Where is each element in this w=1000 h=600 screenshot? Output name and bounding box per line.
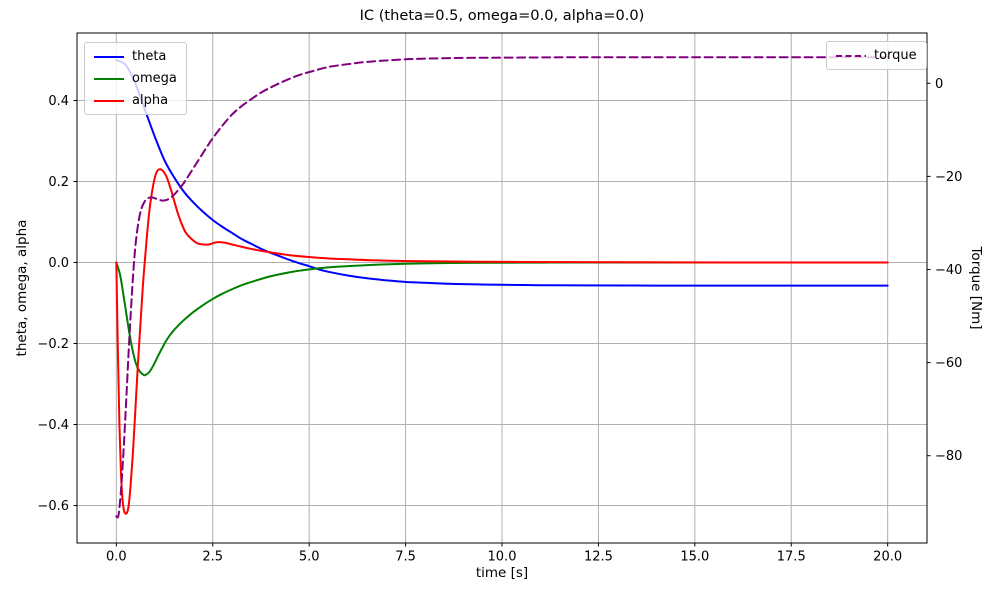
legend-label-torque: torque bbox=[874, 48, 917, 63]
legend-left: theta omega alpha bbox=[84, 42, 187, 115]
y-tick-label-left: 0.0 bbox=[48, 256, 69, 271]
x-tick-label: 2.5 bbox=[202, 550, 223, 565]
omega-line-sample-icon bbox=[94, 77, 124, 80]
series-alpha-line bbox=[115, 168, 889, 515]
y-tick-label-right: −40 bbox=[935, 263, 962, 278]
legend-item-torque: torque bbox=[836, 47, 917, 64]
x-axis-label: time [s] bbox=[475, 565, 529, 581]
x-tick-label: 17.5 bbox=[777, 550, 806, 565]
y-tick-label-left: 0.2 bbox=[48, 175, 69, 190]
legend-item-alpha: alpha bbox=[94, 92, 177, 109]
y-tick-label-left: 0.4 bbox=[48, 94, 69, 109]
y-tick-label-right: −60 bbox=[935, 356, 962, 371]
plot-border bbox=[76, 32, 928, 544]
alpha-line-sample-icon bbox=[94, 99, 124, 102]
legend-item-theta: theta bbox=[94, 48, 177, 65]
legend-right: torque bbox=[826, 41, 927, 70]
series-omega-line bbox=[115, 261, 889, 377]
series-theta-line bbox=[115, 59, 889, 287]
y-tick-label-left: −0.4 bbox=[37, 418, 69, 433]
y-tick-label-right: 0 bbox=[935, 77, 943, 92]
x-tick-label: 0.0 bbox=[106, 550, 127, 565]
chart-title: IC (theta=0.5, omega=0.0, alpha=0.0) bbox=[359, 7, 645, 24]
x-tick-label: 10.0 bbox=[488, 550, 517, 565]
theta-line-sample-icon bbox=[94, 55, 124, 58]
legend-item-omega: omega bbox=[94, 70, 177, 87]
x-tick-label: 5.0 bbox=[299, 550, 320, 565]
series-torque-line bbox=[115, 56, 889, 519]
y-axis-label-right: Torque [Nm] bbox=[968, 246, 984, 330]
y-tick-label-right: −80 bbox=[935, 449, 962, 464]
legend-label-theta: theta bbox=[132, 49, 167, 64]
y-axis-label-left: theta, omega, alpha bbox=[14, 219, 30, 357]
legend-label-omega: omega bbox=[132, 71, 177, 86]
y-tick-label-left: −0.2 bbox=[37, 337, 69, 352]
legend-label-alpha: alpha bbox=[132, 93, 169, 108]
torque-dashed-line-sample-icon bbox=[836, 54, 866, 57]
x-tick-label: 20.0 bbox=[873, 550, 902, 565]
x-tick-label: 7.5 bbox=[395, 550, 416, 565]
y-tick-label-right: −20 bbox=[935, 170, 962, 185]
x-tick-label: 12.5 bbox=[584, 550, 613, 565]
x-tick-label: 15.0 bbox=[680, 550, 709, 565]
y-tick-label-left: −0.6 bbox=[37, 499, 69, 514]
